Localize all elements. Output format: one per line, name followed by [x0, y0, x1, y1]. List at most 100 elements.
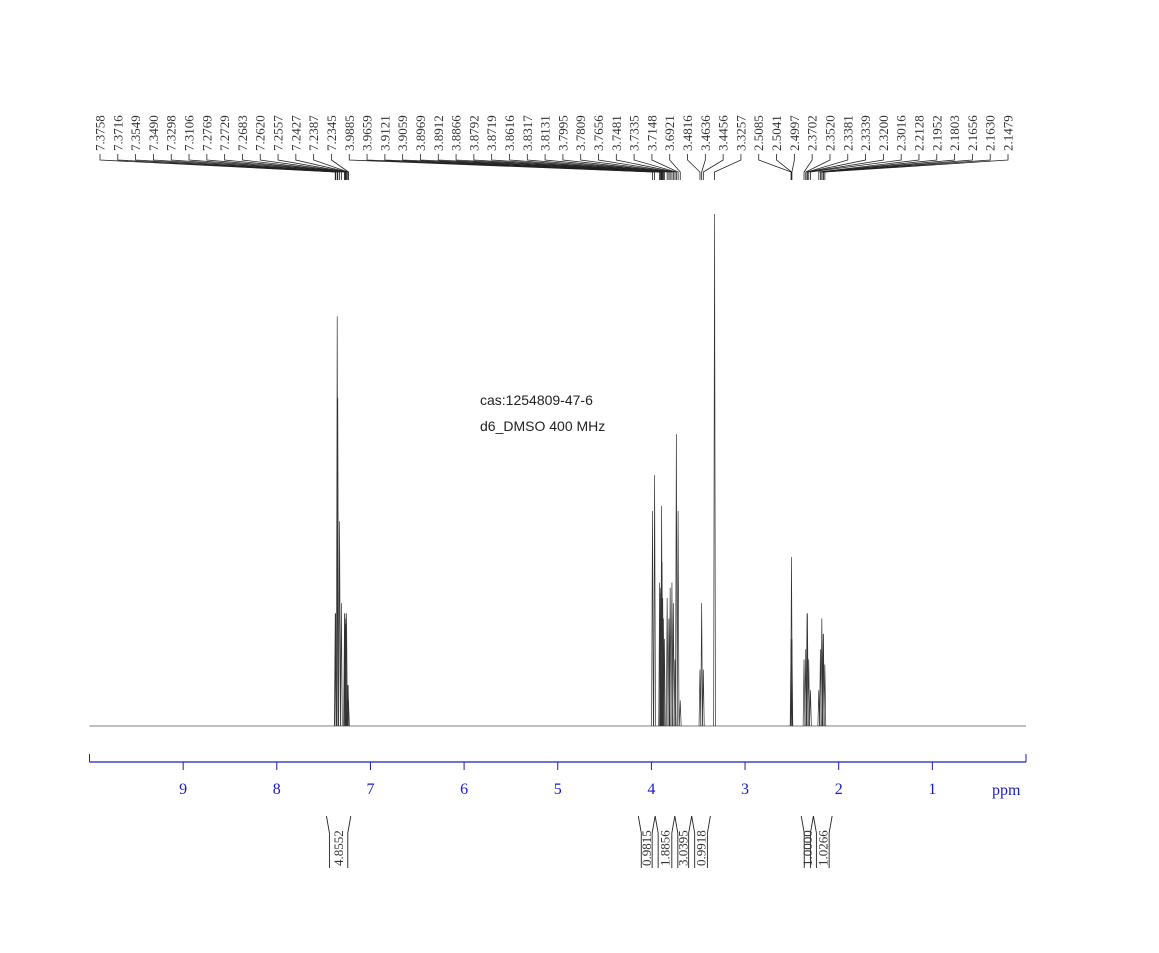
annotation: d6_DMSO 400 MHz [480, 418, 605, 434]
peak-connector [758, 154, 792, 180]
peak-label: 2.3520 [822, 115, 837, 151]
peak-connector [791, 154, 795, 180]
peak [651, 510, 654, 727]
peak-connector [153, 154, 339, 180]
peak-label: 3.8969 [413, 115, 428, 151]
peak [347, 700, 350, 727]
integral-label: 3.0395 [676, 830, 691, 866]
peak-label: 3.8866 [449, 115, 464, 151]
peak-connector [224, 154, 346, 180]
peak [809, 690, 812, 727]
peak [335, 316, 339, 727]
integral-bracket [812, 815, 833, 868]
peak-connector [807, 154, 866, 180]
peak-connector [821, 154, 955, 180]
x-axis-label: ppm [992, 782, 1021, 799]
peak-label: 7.3298 [164, 115, 179, 151]
peak-connector [562, 154, 671, 180]
peak-connector [402, 154, 661, 180]
peak-label: 2.3200 [876, 115, 891, 151]
peak-label: 3.9885 [342, 115, 357, 151]
integral-label: 0.9815 [639, 830, 654, 866]
peak-connector [242, 154, 346, 180]
peak-label: 3.7995 [555, 115, 570, 151]
peak-connector [188, 154, 342, 180]
peak-connector [170, 154, 340, 180]
peak-connector [437, 154, 662, 180]
peak [807, 659, 810, 727]
peak-label: 3.8719 [484, 115, 499, 151]
peak-label: 2.2128 [911, 115, 926, 151]
peak-label: 7.2729 [217, 115, 232, 151]
peak-connector [823, 154, 991, 180]
x-tick-label: 6 [460, 781, 468, 798]
peak-connector [259, 154, 347, 180]
peak [334, 613, 337, 727]
peak [665, 597, 669, 727]
peak-label: 3.8792 [466, 115, 481, 151]
peak-label: 3.7148 [644, 115, 659, 151]
peak [338, 521, 341, 727]
peak-connector [701, 154, 706, 180]
peak-label: 7.2620 [253, 115, 268, 151]
integral-label: 1.0000 [800, 830, 815, 866]
peak-label: 3.8912 [431, 115, 446, 151]
peak-connector [805, 154, 831, 180]
peak-label: 3.7481 [609, 115, 624, 151]
peak-connector [117, 154, 337, 180]
peak-label: 2.1630 [983, 115, 998, 151]
peak [823, 664, 827, 727]
peak-connector [491, 154, 664, 180]
x-tick-label: 9 [179, 781, 187, 798]
peak-connector [331, 154, 349, 180]
peak [345, 613, 348, 727]
peak-connector [824, 154, 1009, 180]
peak-label: 2.1656 [965, 115, 980, 151]
peak-connector [702, 154, 724, 180]
integral-label: 4.8552 [331, 830, 346, 866]
peak-label: 2.3702 [805, 115, 820, 151]
peak-connector [818, 154, 920, 180]
peak-label: 2.4997 [787, 115, 802, 151]
x-tick-label: 2 [835, 781, 843, 798]
peak-label: 7.3490 [146, 115, 161, 151]
integral-label: 0.9918 [694, 830, 709, 866]
peak-label: 3.9659 [360, 115, 375, 151]
peak-label: 3.4456 [716, 115, 731, 151]
peak [805, 613, 809, 727]
peak-connector [598, 154, 674, 180]
peak-label: 7.2557 [271, 115, 286, 151]
peak-label: 7.3716 [110, 115, 125, 151]
peak-label: 2.5085 [751, 115, 766, 151]
peak [661, 597, 664, 727]
peak-label: 3.9059 [395, 115, 410, 151]
peak [675, 434, 678, 727]
peak-connector [651, 154, 679, 180]
peak [653, 475, 656, 727]
integral-label: 1.0266 [815, 830, 830, 866]
peak-label: 2.3339 [858, 115, 873, 151]
integral-bracket [637, 815, 656, 868]
integral-label: 1.8856 [657, 830, 672, 866]
peak [790, 638, 794, 727]
peak [678, 700, 682, 727]
peak-label: 3.8616 [502, 115, 517, 151]
peak-label: 2.1803 [947, 115, 962, 151]
peak [700, 603, 703, 727]
peak-label: 3.9121 [377, 115, 392, 151]
peak-connector [509, 154, 665, 180]
annotation: cas:1254809-47-6 [480, 392, 593, 408]
peak-connector [455, 154, 663, 180]
peak-label: 3.8317 [520, 115, 535, 151]
peak [676, 510, 680, 727]
peak-label: 7.3106 [182, 115, 197, 151]
peak-label: 7.2427 [288, 115, 303, 151]
x-tick-label: 5 [554, 781, 562, 798]
integral-bracket [325, 815, 352, 868]
peak-connector [714, 154, 742, 180]
integral-bracket [800, 815, 814, 868]
peak-label: 7.2387 [306, 115, 321, 151]
peak-label: 7.3549 [128, 115, 143, 151]
